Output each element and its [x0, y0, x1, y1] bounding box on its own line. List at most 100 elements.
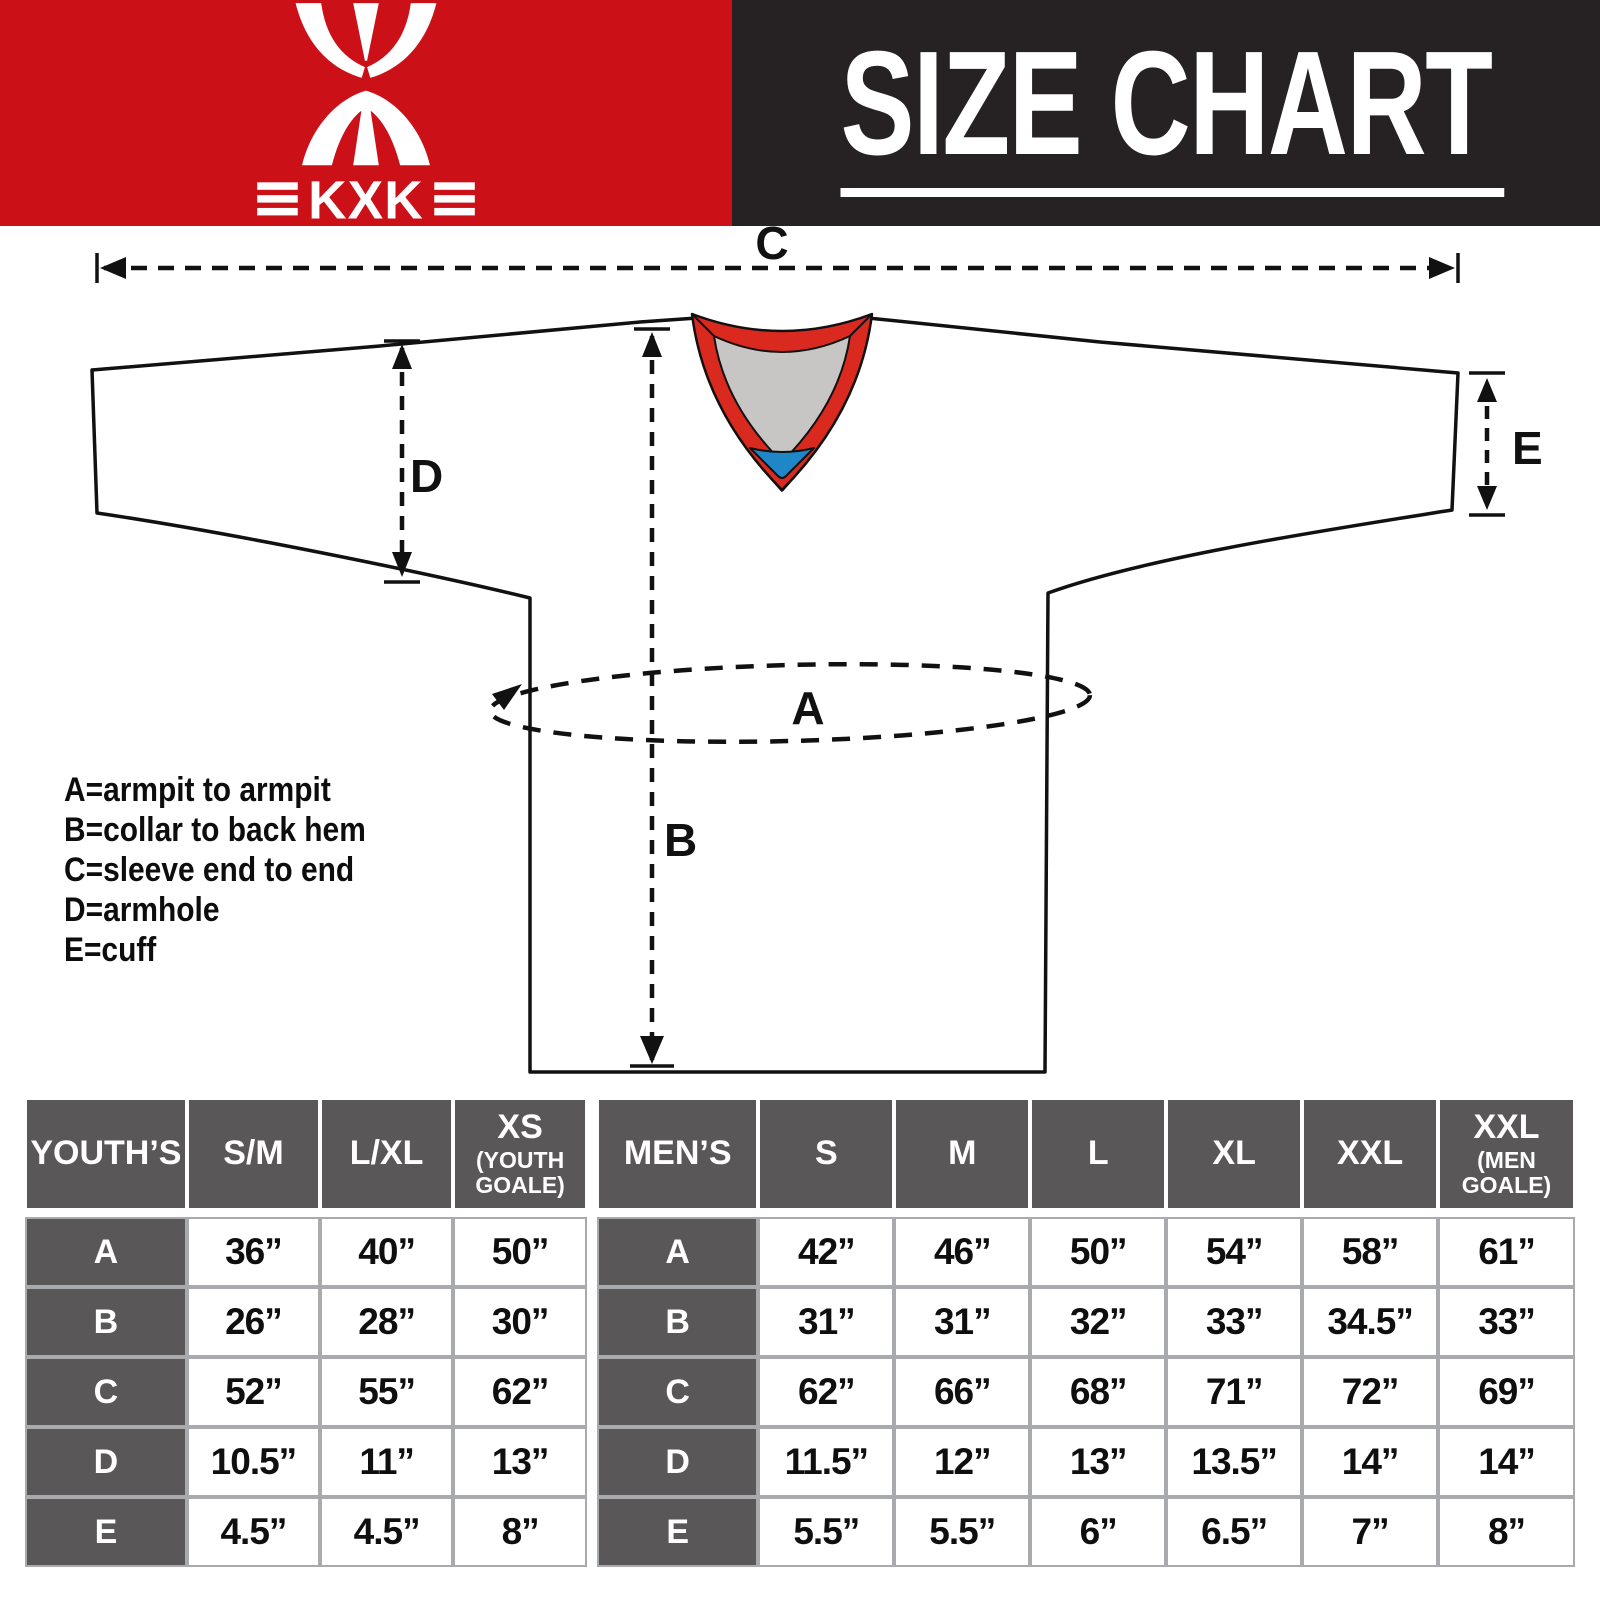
- men-row-e: E 5.5” 5.5” 6” 6.5” 7” 8”: [597, 1497, 1575, 1567]
- legend-line-b: B=collar to back hem: [64, 811, 366, 849]
- brand-name: KXK: [308, 172, 424, 225]
- cell: 52”: [186, 1357, 321, 1427]
- row-label: B: [597, 1287, 759, 1357]
- cell: 31”: [894, 1287, 1031, 1357]
- men-header-row: MEN’S S M L XL XXL XXL (MEN GOALE): [597, 1098, 1575, 1210]
- youth-col-xs-goalie: XS (YOUTH GOALE): [453, 1098, 587, 1210]
- men-col-xl: XL: [1166, 1098, 1303, 1210]
- cell: 50”: [1030, 1217, 1167, 1287]
- cell: 54”: [1166, 1217, 1303, 1287]
- measurement-legend: A=armpit to armpit B=collar to back hem …: [64, 770, 366, 970]
- cell: 62”: [453, 1357, 587, 1427]
- youth-col-lxl: L/XL: [320, 1098, 454, 1210]
- row-label: C: [25, 1357, 187, 1427]
- row-label: C: [597, 1357, 759, 1427]
- collar-seam-left: [691, 313, 715, 337]
- cell: 50”: [453, 1217, 587, 1287]
- men-row-a: A 42” 46” 50” 54” 58” 61”: [597, 1217, 1575, 1287]
- measurement-arrow-e: [1469, 371, 1505, 517]
- cell: 26”: [186, 1287, 321, 1357]
- men-col-xxl-goalie-sub: (MEN GOALE): [1461, 1146, 1552, 1198]
- label-a: A: [791, 682, 824, 734]
- cell: 4.5”: [186, 1497, 321, 1567]
- row-label: D: [25, 1427, 187, 1497]
- title-underline: [840, 187, 1505, 197]
- men-col-s: S: [758, 1098, 895, 1210]
- cell: 58”: [1302, 1217, 1439, 1287]
- cell: 34.5”: [1302, 1287, 1439, 1357]
- collar-blue-insert: [749, 447, 815, 479]
- row-label: E: [25, 1497, 187, 1567]
- collar-seam-right: [849, 313, 873, 337]
- cell: 11”: [320, 1427, 454, 1497]
- legend-line-c: C=sleeve end to end: [64, 851, 355, 889]
- title-panel: SIZE CHART: [732, 0, 1600, 226]
- men-col-m: M: [894, 1098, 1031, 1210]
- men-row-c: C 62” 66” 68” 71” 72” 69”: [597, 1357, 1575, 1427]
- men-col-xxl: XXL: [1302, 1098, 1439, 1210]
- row-label: E: [597, 1497, 759, 1567]
- youth-size-table: YOUTH’S S/M L/XL XS (YOUTH GOALE) A 36” 4…: [25, 1098, 587, 1567]
- cell: 14”: [1302, 1427, 1439, 1497]
- jersey-measurement-diagram: C D B A: [0, 226, 1600, 1098]
- cell: 14”: [1438, 1427, 1575, 1497]
- cell: 32”: [1030, 1287, 1167, 1357]
- cell: 33”: [1166, 1287, 1303, 1357]
- page-title: SIZE CHART: [840, 29, 1505, 197]
- cell: 31”: [758, 1287, 895, 1357]
- measurement-arrow-c: [95, 253, 1460, 283]
- cell: 62”: [758, 1357, 895, 1427]
- cell: 36”: [186, 1217, 321, 1287]
- cell: 55”: [320, 1357, 454, 1427]
- cell: 5.5”: [894, 1497, 1031, 1567]
- youth-row-e: E 4.5” 4.5” 8”: [25, 1497, 587, 1567]
- measurement-ellipse-a: [487, 661, 1093, 745]
- youth-col-xs-sub: (YOUTH GOALE): [475, 1146, 565, 1198]
- youth-table-title: YOUTH’S: [25, 1098, 187, 1210]
- men-row-d: D 11.5” 12” 13” 13.5” 14” 14”: [597, 1427, 1575, 1497]
- kxk-emblem-icon: [257, 3, 475, 216]
- cell: 66”: [894, 1357, 1031, 1427]
- label-e: E: [1512, 422, 1543, 474]
- label-c: C: [755, 226, 788, 269]
- youth-col-sm: S/M: [186, 1098, 321, 1210]
- cell: 7”: [1302, 1497, 1439, 1567]
- legend-line-d: D=armhole: [64, 891, 220, 929]
- row-label: D: [597, 1427, 759, 1497]
- label-b: B: [664, 814, 697, 866]
- men-table-title: MEN’S: [597, 1098, 759, 1210]
- cell: 13”: [453, 1427, 587, 1497]
- men-col-xxl-goalie: XXL (MEN GOALE): [1438, 1098, 1575, 1210]
- cell: 11.5”: [758, 1427, 895, 1497]
- cell: 13.5”: [1166, 1427, 1303, 1497]
- youth-row-d: D 10.5” 11” 13”: [25, 1427, 587, 1497]
- row-label: B: [25, 1287, 187, 1357]
- cell: 10.5”: [186, 1427, 321, 1497]
- ellipse-arrowhead: [492, 684, 522, 710]
- cell: 33”: [1438, 1287, 1575, 1357]
- youth-row-c: C 52” 55” 62”: [25, 1357, 587, 1427]
- measurement-arrow-d: [384, 339, 420, 584]
- measurement-arrow-b: [630, 327, 674, 1068]
- cell: 8”: [453, 1497, 587, 1567]
- cell: 6”: [1030, 1497, 1167, 1567]
- cell: 68”: [1030, 1357, 1167, 1427]
- kxk-logo: KXK: [257, 3, 475, 225]
- men-col-l: L: [1030, 1098, 1167, 1210]
- cell: 42”: [758, 1217, 895, 1287]
- page-header: KXK SIZE CHART: [0, 0, 1600, 226]
- size-tables: YOUTH’S S/M L/XL XS (YOUTH GOALE) A 36” 4…: [0, 1098, 1600, 1567]
- collar: [690, 312, 874, 492]
- youth-col-xs-label: XS: [497, 1108, 543, 1147]
- cell: 71”: [1166, 1357, 1303, 1427]
- youth-row-b: B 26” 28” 30”: [25, 1287, 587, 1357]
- cell: 4.5”: [320, 1497, 454, 1567]
- cell: 6.5”: [1166, 1497, 1303, 1567]
- row-label: A: [597, 1217, 759, 1287]
- collar-inner-gray: [713, 335, 851, 463]
- cell: 13”: [1030, 1427, 1167, 1497]
- cell: 72”: [1302, 1357, 1439, 1427]
- men-row-b: B 31” 31” 32” 33” 34.5” 33”: [597, 1287, 1575, 1357]
- youth-header-row: YOUTH’S S/M L/XL XS (YOUTH GOALE): [25, 1098, 587, 1210]
- cell: 5.5”: [758, 1497, 895, 1567]
